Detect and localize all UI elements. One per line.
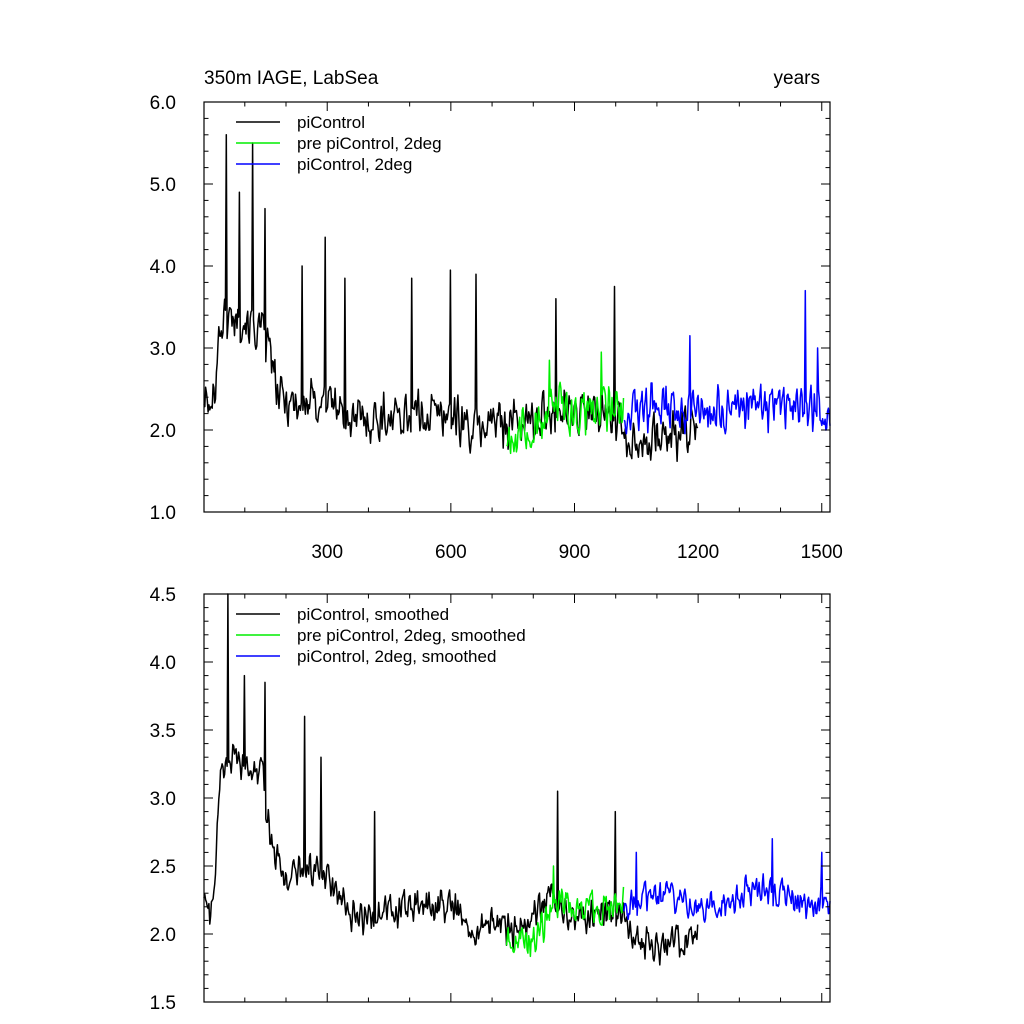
bottom-panel: 1.5 2.0 2.5 3.0 3.5 4.0 4.5 piControl, smoothe… bbox=[150, 585, 831, 1014]
legend: piControl pre piControl, 2deg piControl, 2… bbox=[236, 113, 442, 174]
y-tick-label: 2.0 bbox=[150, 421, 176, 442]
y-tick-label: 4.5 bbox=[150, 585, 176, 606]
series-layer bbox=[203, 134, 831, 463]
axis-layer: 1.5 2.0 2.5 3.0 3.5 4.0 4.5 bbox=[150, 585, 830, 1014]
y-tick-label: 4.0 bbox=[150, 653, 176, 674]
panel-units: years bbox=[774, 68, 820, 89]
legend-label: piControl bbox=[297, 113, 365, 132]
x-tick-label: 600 bbox=[435, 542, 467, 563]
legend-label: piControl, 2deg bbox=[297, 155, 412, 174]
legend-label: piControl, smoothed bbox=[297, 605, 449, 624]
y-tick-label: 4.0 bbox=[150, 257, 176, 278]
legend: piControl, smoothed pre piControl, 2deg, … bbox=[236, 605, 526, 666]
x-tick-label: 1200 bbox=[677, 542, 719, 563]
axis-layer: 300 600 900 1200 1500 1.0 2.0 3.0 4.0 5.0 6.0 bbox=[150, 93, 843, 563]
y-tick-label: 3.5 bbox=[150, 721, 176, 742]
x-tick-label: 900 bbox=[559, 542, 591, 563]
y-tick-label: 1.0 bbox=[150, 503, 176, 524]
series-line-0 bbox=[203, 134, 699, 463]
y-tick-label: 2.5 bbox=[150, 857, 176, 878]
y-tick-label: 3.0 bbox=[150, 789, 176, 810]
plot-frame bbox=[203, 101, 831, 513]
panel-title: 350m IAGE, LabSea bbox=[204, 68, 379, 89]
legend-label: piControl, 2deg, smoothed bbox=[297, 647, 496, 666]
y-tick-label: 3.0 bbox=[150, 339, 176, 360]
series-line-1 bbox=[505, 865, 625, 958]
series-line-2 bbox=[623, 289, 831, 435]
legend-label: pre piControl, 2deg, smoothed bbox=[297, 626, 526, 645]
y-tick-label: 6.0 bbox=[150, 93, 176, 114]
legend-label: pre piControl, 2deg bbox=[297, 134, 442, 153]
series-line-0 bbox=[203, 593, 699, 966]
series-layer bbox=[203, 593, 831, 966]
top-panel: 350m IAGE, LabSea years 300 600 900 1200 150… bbox=[150, 68, 843, 563]
series-line-2 bbox=[623, 838, 831, 923]
plot-frame bbox=[203, 593, 831, 1003]
x-tick-label: 1500 bbox=[801, 542, 843, 563]
series-line-1 bbox=[506, 351, 625, 455]
y-tick-label: 2.0 bbox=[150, 925, 176, 946]
y-tick-label: 5.0 bbox=[150, 175, 176, 196]
y-tick-label: 1.5 bbox=[150, 993, 176, 1014]
x-tick-label: 300 bbox=[311, 542, 343, 563]
